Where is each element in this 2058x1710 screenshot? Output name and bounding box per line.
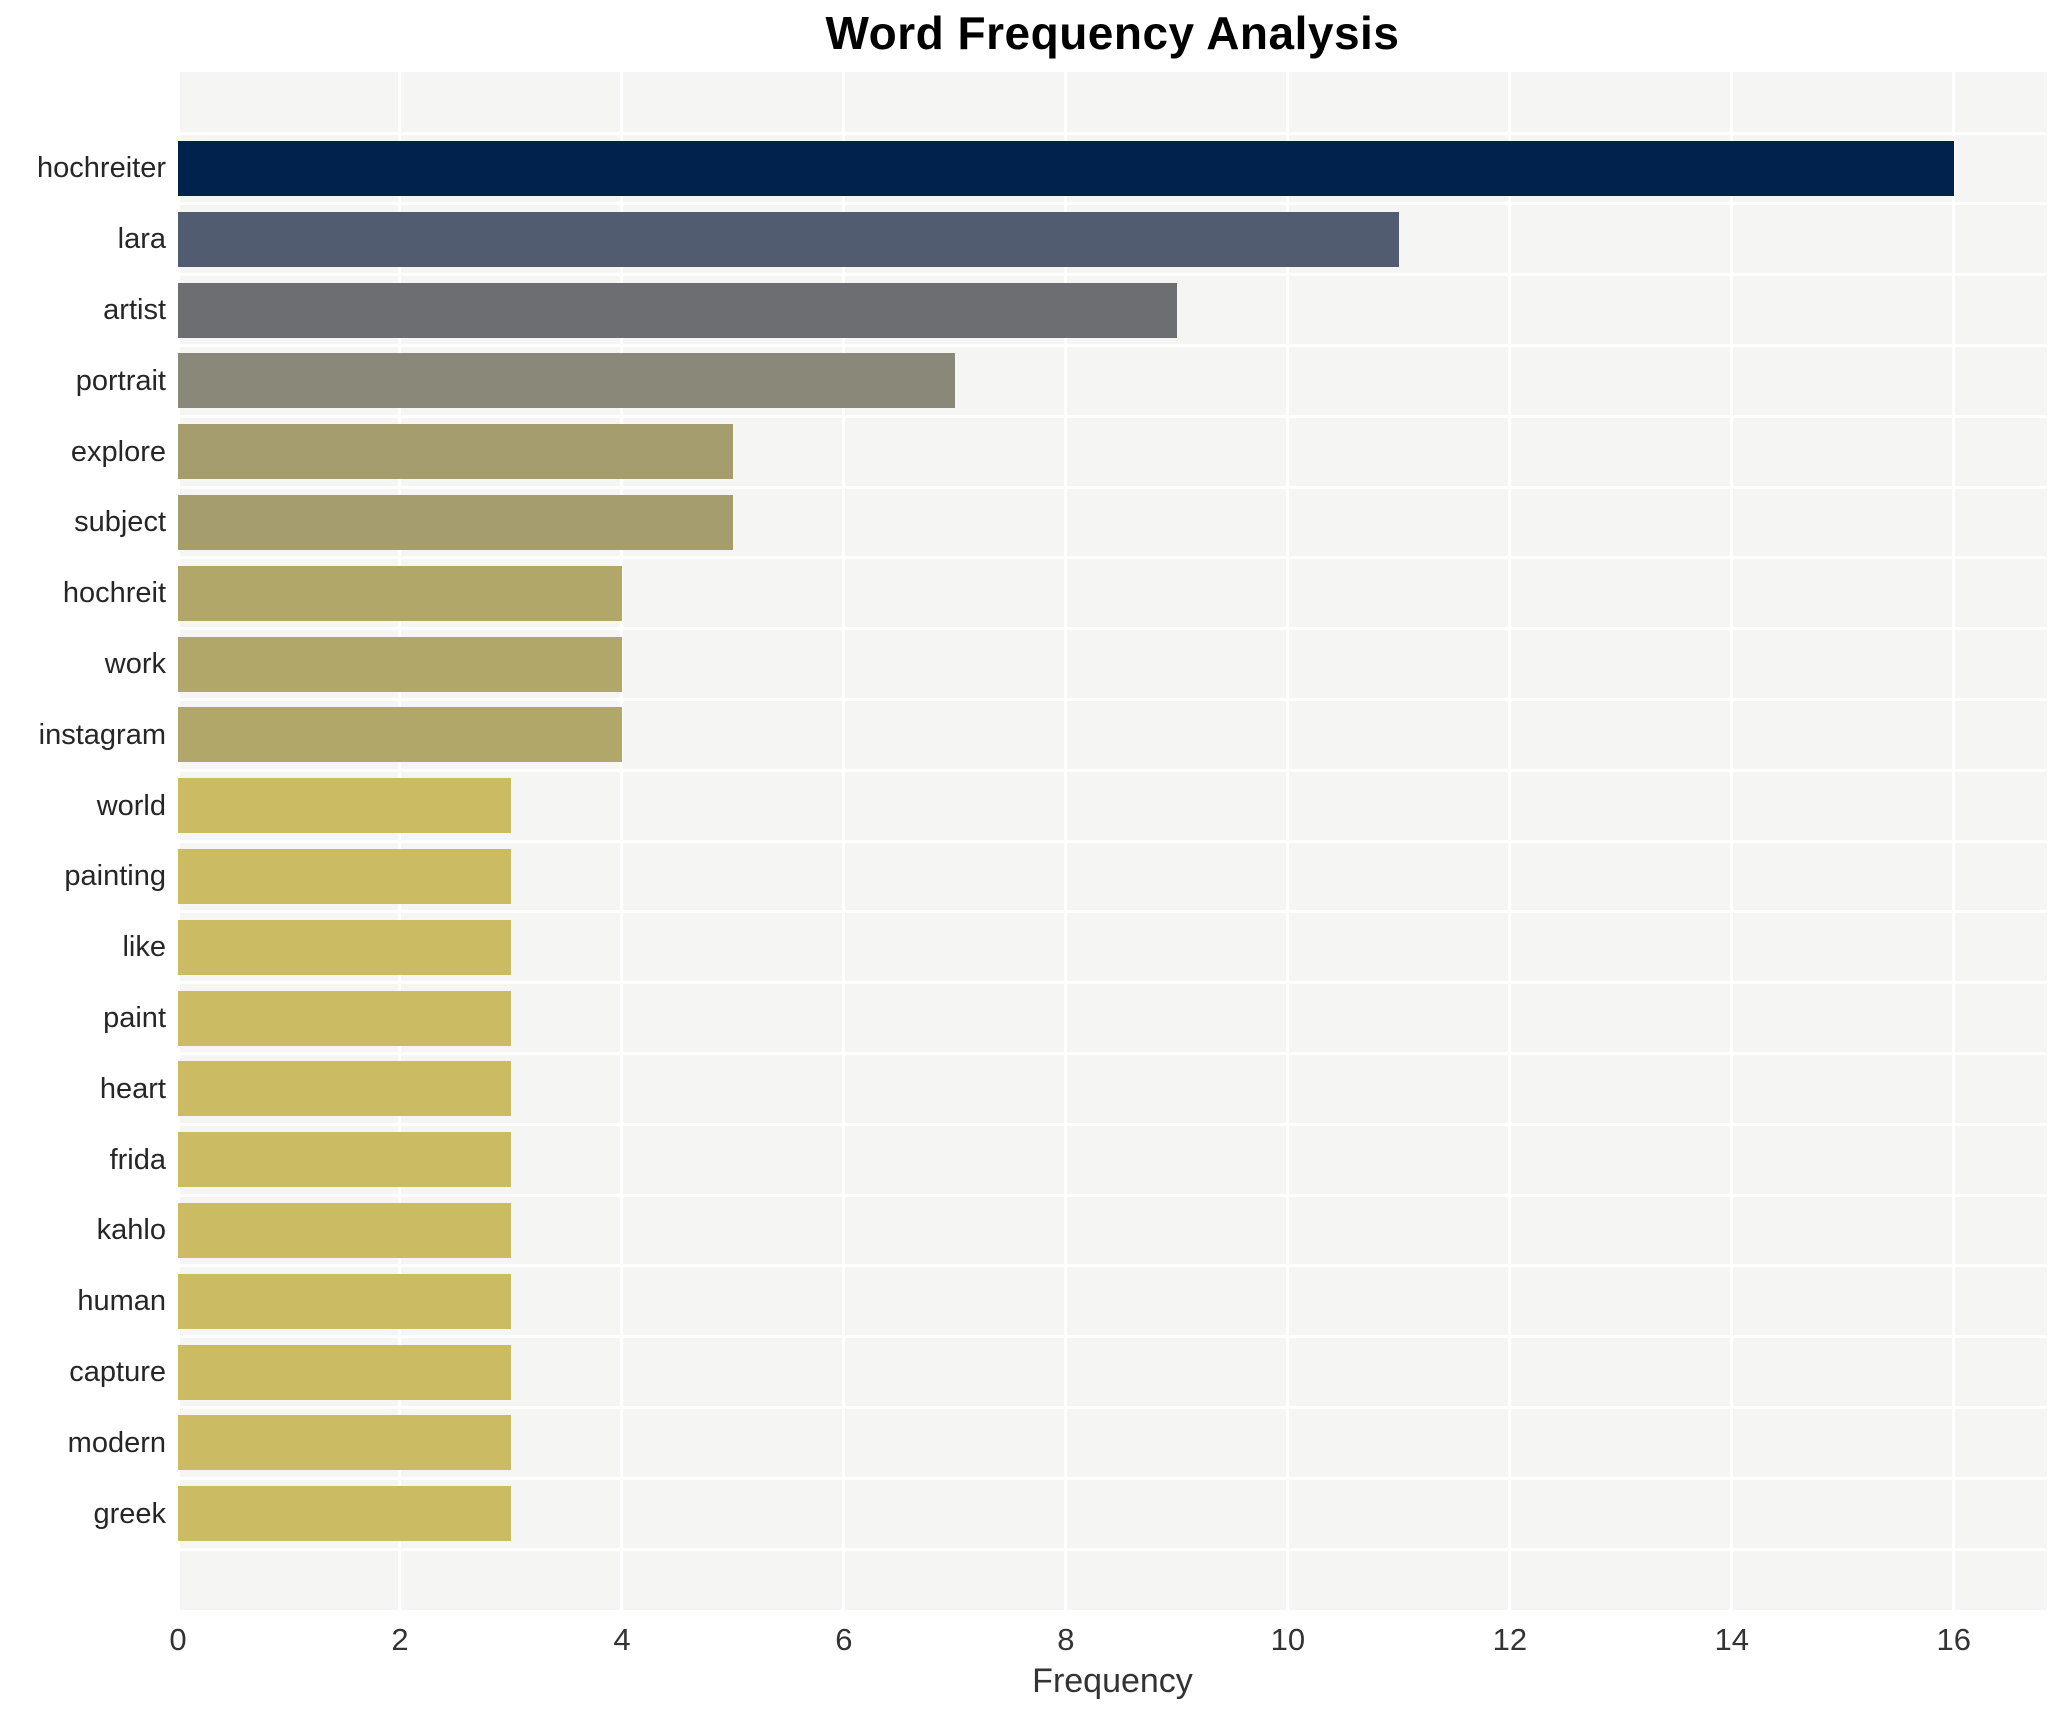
- bar-frida: [178, 1132, 511, 1188]
- bar-human: [178, 1273, 511, 1329]
- bar-world: [178, 778, 511, 834]
- bar-lara: [178, 211, 1399, 267]
- bar-explore: [178, 424, 733, 480]
- y-tick-label-portrait: portrait: [75, 364, 166, 397]
- horizontal-gridline: [178, 273, 2047, 277]
- y-tick-label-hochreit: hochreit: [62, 577, 166, 610]
- x-tick-label-12: 12: [1492, 1622, 1528, 1657]
- horizontal-gridline: [178, 556, 2047, 560]
- bar-portrait: [178, 353, 955, 409]
- bar-work: [178, 636, 622, 692]
- y-tick-label-heart: heart: [99, 1072, 166, 1105]
- y-tick-label-instagram: instagram: [38, 718, 166, 751]
- bar-paint: [178, 990, 511, 1046]
- bar-subject: [178, 494, 733, 550]
- bar-instagram: [178, 707, 622, 763]
- bar-modern: [178, 1415, 511, 1471]
- x-tick-label-2: 2: [391, 1622, 409, 1657]
- horizontal-gridline: [178, 485, 2047, 489]
- y-tick-label-greek: greek: [93, 1497, 166, 1530]
- bar-kahlo: [178, 1202, 511, 1258]
- horizontal-gridline: [178, 131, 2047, 135]
- x-tick-label-10: 10: [1270, 1622, 1306, 1657]
- horizontal-gridline: [178, 1193, 2047, 1197]
- horizontal-gridline: [178, 627, 2047, 631]
- y-tick-label-subject: subject: [74, 506, 166, 539]
- horizontal-gridline: [178, 1264, 2047, 1268]
- bar-hochreiter: [178, 140, 1954, 196]
- y-tick-label-frida: frida: [109, 1143, 166, 1176]
- y-tick-label-kahlo: kahlo: [96, 1214, 166, 1247]
- chart-title: Word Frequency Analysis: [825, 7, 1400, 59]
- horizontal-gridline: [178, 768, 2047, 772]
- bar-like: [178, 919, 511, 975]
- horizontal-gridline: [178, 981, 2047, 985]
- bar-hochreit: [178, 565, 622, 621]
- y-tick-label-human: human: [77, 1285, 166, 1318]
- x-tick-label-16: 16: [1936, 1622, 1971, 1657]
- horizontal-gridline: [178, 1122, 2047, 1126]
- x-tick-label-4: 4: [613, 1622, 631, 1657]
- y-tick-label-modern: modern: [67, 1426, 166, 1459]
- plot-area: [176, 72, 2047, 1610]
- x-tick-label-14: 14: [1714, 1622, 1750, 1657]
- horizontal-gridline: [178, 202, 2047, 206]
- x-tick-label-0: 0: [169, 1622, 187, 1657]
- bar-painting: [178, 848, 511, 904]
- y-tick-label-painting: painting: [64, 860, 166, 893]
- horizontal-gridline: [178, 839, 2047, 843]
- bar-greek: [178, 1486, 511, 1542]
- y-tick-label-artist: artist: [103, 294, 166, 326]
- y-tick-label-explore: explore: [70, 435, 166, 468]
- horizontal-gridline: [178, 910, 2047, 914]
- y-tick-label-work: work: [104, 648, 166, 680]
- horizontal-gridline: [178, 414, 2047, 418]
- horizontal-gridline: [178, 343, 2047, 347]
- horizontal-gridline: [178, 697, 2047, 701]
- horizontal-gridline: [178, 1335, 2047, 1339]
- x-axis-title: Frequency: [1032, 1662, 1193, 1700]
- y-tick-label-world: world: [96, 789, 166, 822]
- horizontal-gridline: [178, 1547, 2047, 1551]
- y-tick-label-paint: paint: [103, 1002, 166, 1034]
- horizontal-gridline: [178, 1476, 2047, 1480]
- y-tick-label-lara: lara: [117, 223, 166, 256]
- x-tick-label-8: 8: [1057, 1622, 1075, 1657]
- bar-heart: [178, 1061, 511, 1117]
- y-tick-label-like: like: [122, 931, 166, 964]
- horizontal-gridline: [178, 1051, 2047, 1055]
- bar-capture: [178, 1344, 511, 1400]
- y-tick-label-hochreiter: hochreiter: [37, 152, 166, 185]
- y-tick-label-capture: capture: [69, 1356, 166, 1388]
- x-tick-label-6: 6: [835, 1622, 853, 1657]
- bar-artist: [178, 282, 1177, 338]
- horizontal-gridline: [178, 1405, 2047, 1409]
